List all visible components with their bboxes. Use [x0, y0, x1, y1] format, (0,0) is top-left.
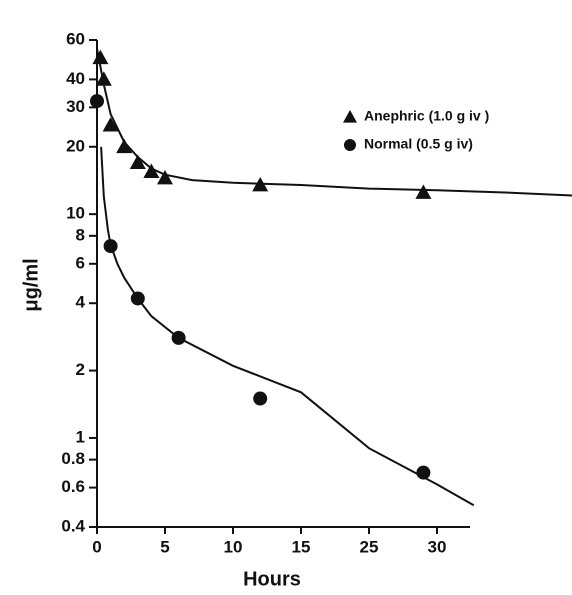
fit-curve — [100, 146, 475, 507]
x-tick-label: 5 — [160, 537, 169, 556]
point — [130, 291, 145, 306]
y-tick-label: 0.4 — [61, 516, 85, 535]
legend-marker — [344, 139, 356, 151]
point — [171, 330, 186, 345]
x-tick-label: 10 — [224, 537, 243, 556]
point — [157, 170, 173, 185]
x-tick-label: 30 — [428, 537, 447, 556]
y-tick-label: 40 — [66, 69, 85, 88]
point — [92, 49, 109, 65]
y-axis-label: μg/ml — [20, 258, 42, 311]
point — [116, 138, 133, 154]
x-axis-label: Hours — [243, 568, 301, 590]
x-tick-label: 15 — [292, 537, 311, 556]
y-tick-label: 8 — [76, 225, 85, 244]
x-tick-label: 25 — [360, 537, 379, 556]
y-tick-label: 0.6 — [61, 477, 85, 496]
y-tick-label: 0.8 — [61, 449, 85, 468]
legend-label: Normal (0.5 g iv) — [364, 136, 473, 152]
y-tick-label: 6 — [76, 253, 85, 272]
legend-marker — [343, 110, 357, 123]
point — [252, 176, 269, 192]
point — [90, 94, 104, 109]
point — [103, 239, 118, 254]
point — [129, 154, 146, 169]
point — [95, 71, 112, 86]
point — [415, 184, 432, 199]
point — [416, 465, 431, 480]
y-tick-label: 10 — [66, 204, 85, 223]
y-tick-label: 1 — [76, 427, 85, 446]
point — [253, 391, 268, 406]
point — [143, 163, 160, 178]
point — [102, 117, 119, 132]
y-tick-label: 60 — [66, 29, 85, 48]
y-tick-label: 4 — [76, 293, 86, 312]
legend-label: Anephric (1.0 g iv ) — [364, 108, 489, 124]
y-tick-label: 20 — [66, 136, 85, 155]
y-tick-label: 2 — [76, 360, 85, 379]
x-tick-label: 0 — [92, 537, 101, 556]
fit-curve — [96, 48, 572, 197]
y-tick-label: 30 — [66, 97, 85, 116]
